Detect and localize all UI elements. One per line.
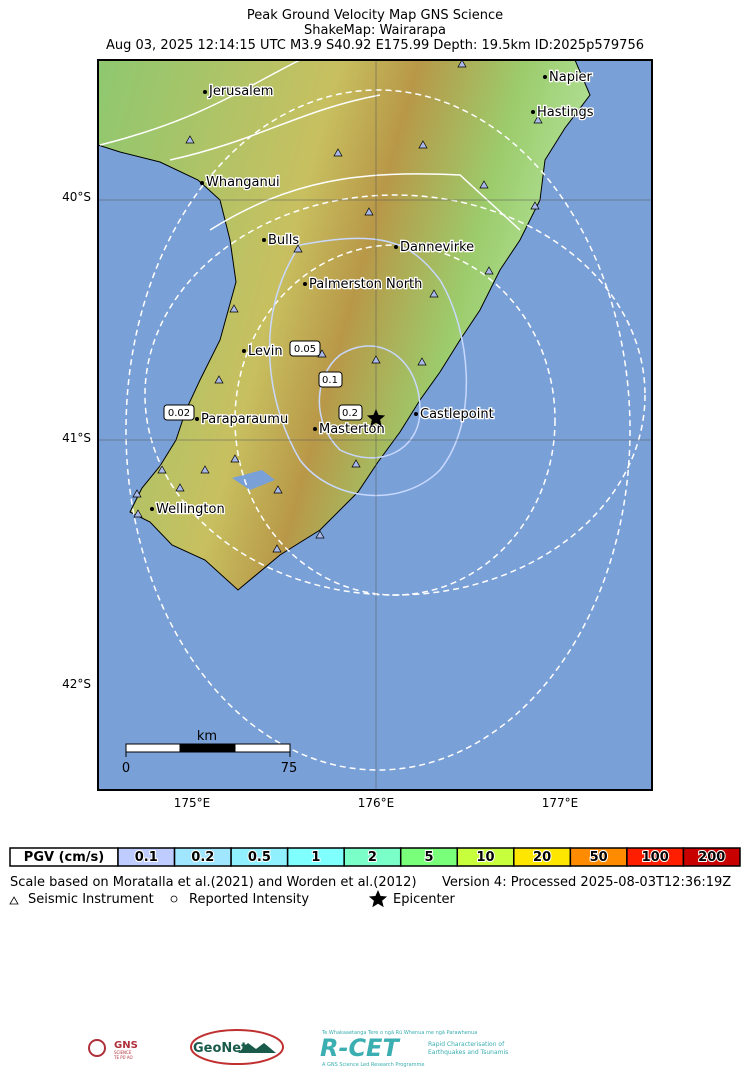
- map-frame: [97, 59, 653, 791]
- pgv-legend: PGV (cm/s) 0.1 0.2 0.5 1 2 5 10 20 50 100 200: [9, 847, 741, 867]
- rcet-logo: R-CET: [320, 1034, 400, 1062]
- legend-bin-label: 2: [368, 850, 377, 865]
- pgv-contours: [268, 237, 468, 497]
- epicenter-symbol: [368, 890, 388, 908]
- place-dots: [150, 75, 547, 511]
- details: Aug 03, 2025 12:14:15 UTC M3.9 S40.92 E1…: [106, 38, 644, 53]
- legend-bin-label: 1: [311, 850, 320, 865]
- legend-bin-label: 0.1: [135, 850, 158, 865]
- contour-label-box: [163, 340, 363, 421]
- symbol-label: Reported Intensity: [189, 892, 309, 907]
- map: Jerusalem Napier Hastings Whanganui Bull…: [98, 60, 652, 790]
- place-label: Jerusalem: [208, 84, 273, 99]
- place-label: Dannevirke: [400, 240, 474, 255]
- symbol-label: Epicenter: [393, 892, 456, 907]
- rcet-line: Earthquakes and Tsunamis: [428, 1049, 508, 1056]
- lat-label: 42°S: [62, 677, 91, 691]
- scale-unit: km: [197, 729, 217, 744]
- contour-label: 0.1: [322, 375, 338, 386]
- scale-bar: [125, 743, 291, 757]
- logos: GNS SCIENCE TE PŪ AO GeoNet Te Whakaaeta…: [88, 1029, 508, 1068]
- legend-bin-label: 0.2: [191, 850, 214, 865]
- scale-note: Scale based on Moratalla et al.(2021) an…: [10, 875, 417, 890]
- lat-label: 41°S: [62, 431, 91, 445]
- contours-solid: [99, 60, 521, 231]
- epicenter: [366, 409, 386, 427]
- legend-bin-label: 10: [476, 850, 494, 865]
- contour-label: 0.02: [168, 408, 190, 419]
- place-label: Napier: [549, 70, 593, 85]
- place-label: Castlepoint: [420, 407, 494, 422]
- place-label: Paraparaumu: [201, 412, 288, 427]
- land: [98, 60, 591, 591]
- legend-bin: [682, 847, 741, 867]
- geonet-logo: GeoNet: [193, 1041, 247, 1056]
- rcet-bottom: A GNS Science Led Research Programme: [322, 1062, 424, 1068]
- scale-start: 0: [122, 761, 130, 776]
- lat-label: 40°S: [62, 190, 91, 204]
- legend-bin-label: 50: [590, 850, 608, 865]
- legend-bin-label: 0.5: [248, 850, 271, 865]
- gns-maori: TE PŪ AO: [113, 1055, 133, 1060]
- place-label: Levin: [248, 344, 283, 359]
- place-label: Wellington: [156, 502, 225, 517]
- stations: [132, 60, 543, 553]
- subtitle: ShakeMap: Wairarapa: [304, 23, 446, 38]
- lake: [232, 470, 275, 490]
- version: Version 4: Processed 2025-08-03T12:36:19…: [442, 875, 731, 890]
- lon-label: 177°E: [542, 796, 579, 810]
- gns-sub: SCIENCE: [114, 1050, 132, 1055]
- place-label: Palmerston North: [309, 277, 422, 292]
- rcet-line: Rapid Characterisation of: [428, 1041, 505, 1048]
- place-label: Bulls: [268, 233, 299, 248]
- instrument-symbol: [9, 896, 19, 905]
- legend-bin-label: 200: [698, 850, 725, 865]
- gns-logo: GNS: [114, 1040, 138, 1051]
- title: Peak Ground Velocity Map GNS Science: [247, 8, 503, 23]
- intensity-symbol: [170, 895, 178, 903]
- contours: [125, 89, 646, 771]
- legend-bin-label: 20: [533, 850, 551, 865]
- place-label: Whanganui: [206, 175, 280, 190]
- scale-end: 75: [281, 761, 298, 776]
- contour-label: 0.2: [342, 408, 358, 419]
- legend-bin-label: 5: [424, 850, 433, 865]
- place-label: Masterton: [319, 422, 385, 437]
- symbol-label: Seismic Instrument: [28, 892, 154, 907]
- legend-header: PGV (cm/s): [24, 850, 104, 865]
- place-label: Hastings: [537, 105, 594, 120]
- lon-label: 176°E: [358, 796, 395, 810]
- legend-bin-label: 100: [642, 850, 669, 865]
- rcet-top: Te Whakaaetanga Tere o ngā Rū Whenua me …: [321, 1030, 477, 1036]
- contour-label: 0.05: [294, 344, 316, 355]
- lon-label: 175°E: [174, 796, 211, 810]
